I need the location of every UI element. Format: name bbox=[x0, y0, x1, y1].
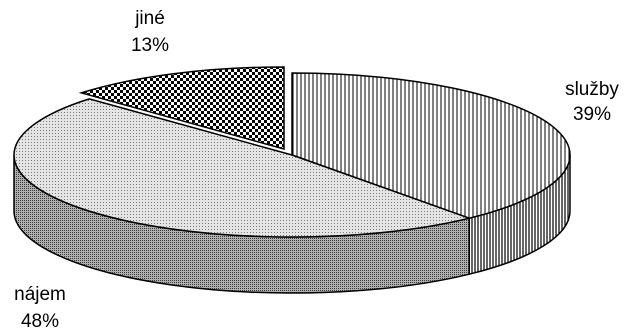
slice-label-najem: nájem bbox=[14, 284, 66, 305]
slice-top-jine bbox=[78, 66, 285, 150]
slice-label-jine: jiné bbox=[134, 8, 165, 29]
slice-top-sluzby bbox=[291, 72, 571, 219]
slice-value-sluzby: 39% bbox=[573, 104, 611, 125]
slice-value-jine: 13% bbox=[131, 35, 169, 56]
slice-top-najem bbox=[13, 98, 472, 238]
slice-value-najem: 48% bbox=[21, 311, 59, 332]
pie-labels: služby 39% nájem 48% jiné 13% bbox=[14, 8, 619, 332]
pie-tops bbox=[13, 66, 571, 238]
slice-label-sluzby: služby bbox=[565, 79, 619, 100]
